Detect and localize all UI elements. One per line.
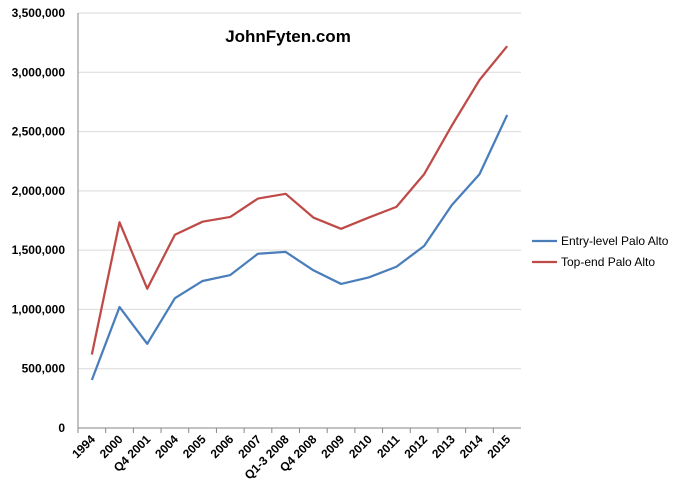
x-tick-label: 2014 (457, 432, 486, 461)
x-tick-label: 2004 (152, 432, 181, 461)
y-tick-label: 3,000,000 (12, 65, 66, 79)
y-tick-label: 1,500,000 (12, 243, 66, 257)
legend-label: Top-end Palo Alto (561, 255, 655, 269)
series-line (90, 45, 509, 355)
annotation: JohnFyten.com (225, 27, 351, 46)
y-tick-label: 0 (58, 421, 65, 435)
y-tick-label: 2,500,000 (12, 125, 66, 139)
x-tick-label: 2009 (318, 432, 347, 461)
y-tick-label: 3,500,000 (12, 6, 66, 20)
series-line (90, 114, 509, 381)
x-tick-label: 2012 (401, 432, 430, 461)
legend-label: Entry-level Palo Alto (561, 234, 669, 248)
x-tick-label: 2010 (346, 432, 375, 461)
x-tick-label: 2005 (180, 432, 209, 461)
x-tick-label: 2011 (374, 432, 403, 461)
y-tick-label: 1,000,000 (12, 302, 66, 316)
x-tick-label: 1994 (69, 432, 98, 461)
y-tick-label: 2,000,000 (12, 184, 66, 198)
x-tick-label: 2015 (484, 432, 513, 461)
y-tick-label: 500,000 (22, 362, 66, 376)
x-tick-label: 2013 (429, 432, 458, 461)
x-tick-label: 2006 (208, 432, 237, 461)
